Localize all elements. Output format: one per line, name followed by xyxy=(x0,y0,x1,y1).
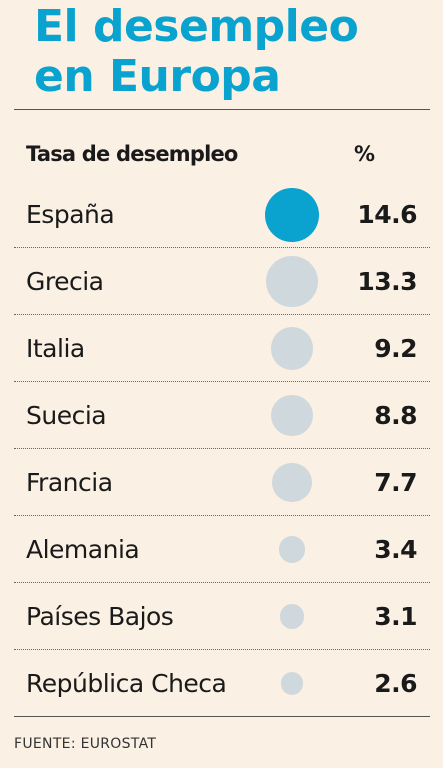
table-row: Italia 9.2 xyxy=(0,315,443,382)
title-line-2: en Europa xyxy=(34,51,281,102)
table-row: Francia 7.7 xyxy=(0,449,443,516)
country-label: España xyxy=(26,200,115,229)
row-separator xyxy=(14,582,430,583)
value-bubble xyxy=(279,604,305,629)
rate-value: 8.8 xyxy=(374,401,417,430)
country-label: Grecia xyxy=(26,267,104,296)
rate-value: 9.2 xyxy=(374,334,417,363)
column-header-unit: % xyxy=(354,142,375,166)
country-label: Países Bajos xyxy=(26,602,174,631)
country-label: Francia xyxy=(26,468,113,497)
rate-value: 13.3 xyxy=(357,267,417,296)
row-separator xyxy=(14,448,430,449)
value-bubble xyxy=(280,672,304,695)
country-label: Italia xyxy=(26,334,85,363)
column-header-label: Tasa de desempleo xyxy=(26,142,238,166)
rate-value: 3.4 xyxy=(374,535,417,564)
value-bubble xyxy=(278,536,306,563)
rate-value: 3.1 xyxy=(374,602,417,631)
row-separator xyxy=(14,515,430,516)
table-row: Alemania 3.4 xyxy=(0,516,443,583)
row-separator xyxy=(14,314,430,315)
row-separator xyxy=(14,247,430,248)
value-bubble xyxy=(271,394,313,437)
table-row: Suecia 8.8 xyxy=(0,382,443,449)
top-rule xyxy=(14,109,430,110)
value-bubble xyxy=(270,327,314,370)
rate-value: 7.7 xyxy=(374,468,417,497)
bottom-rule xyxy=(14,716,430,717)
table-row: República Checa 2.6 xyxy=(0,650,443,717)
value-bubble xyxy=(265,187,319,242)
country-label: República Checa xyxy=(26,669,227,698)
row-separator xyxy=(14,649,430,650)
country-label: Suecia xyxy=(26,401,107,430)
row-separator xyxy=(14,381,430,382)
country-label: Alemania xyxy=(26,535,140,564)
title-line-1: El desempleo xyxy=(34,1,359,52)
source-note: FUENTE: EUROSTAT xyxy=(14,736,157,752)
rate-value: 2.6 xyxy=(374,669,417,698)
rate-value: 14.6 xyxy=(357,200,417,229)
value-bubble xyxy=(266,255,318,308)
table-row: España 14.6 xyxy=(0,181,443,248)
table-row: Grecia 13.3 xyxy=(0,248,443,315)
value-bubble xyxy=(272,462,312,503)
chart-title: El desempleo en Europa xyxy=(34,1,359,102)
table-row: Países Bajos 3.1 xyxy=(0,583,443,650)
